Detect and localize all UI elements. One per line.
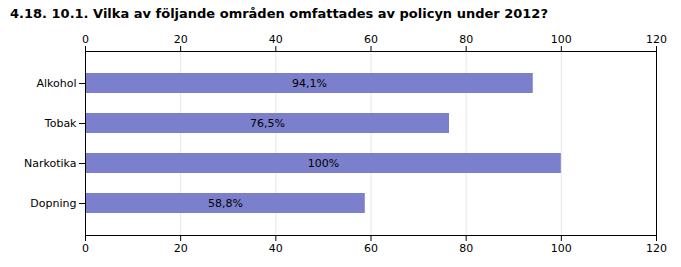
svg-text:0: 0	[82, 242, 89, 255]
svg-text:58,8%: 58,8%	[208, 197, 243, 210]
svg-text:94,1%: 94,1%	[292, 77, 327, 90]
html-text:4.18. 10.1. Vilka av följande: 4.18. 10.1. Vilka av följande områden om…	[10, 6, 548, 21]
svg-text:Alkohol: Alkohol	[36, 77, 76, 90]
svg-text:60: 60	[364, 33, 378, 46]
svg-text:Narkotika: Narkotika	[24, 157, 77, 170]
svg-text:0: 0	[82, 33, 89, 46]
svg-text:120: 120	[646, 242, 667, 255]
svg-text:80: 80	[459, 242, 473, 255]
svg-text:100%: 100%	[308, 157, 339, 170]
svg-text:40: 40	[269, 33, 283, 46]
svg-text:40: 40	[269, 242, 283, 255]
svg-text:Dopning: Dopning	[30, 197, 76, 210]
svg-text:100: 100	[551, 242, 572, 255]
svg-text:Tobak: Tobak	[44, 117, 77, 130]
svg-text:20: 20	[174, 242, 188, 255]
svg-text:120: 120	[646, 33, 667, 46]
svg-text:100: 100	[551, 33, 572, 46]
svg-text:76,5%: 76,5%	[250, 117, 285, 130]
svg-text:80: 80	[459, 33, 473, 46]
svg-text:60: 60	[364, 242, 378, 255]
svg-text:20: 20	[174, 33, 188, 46]
